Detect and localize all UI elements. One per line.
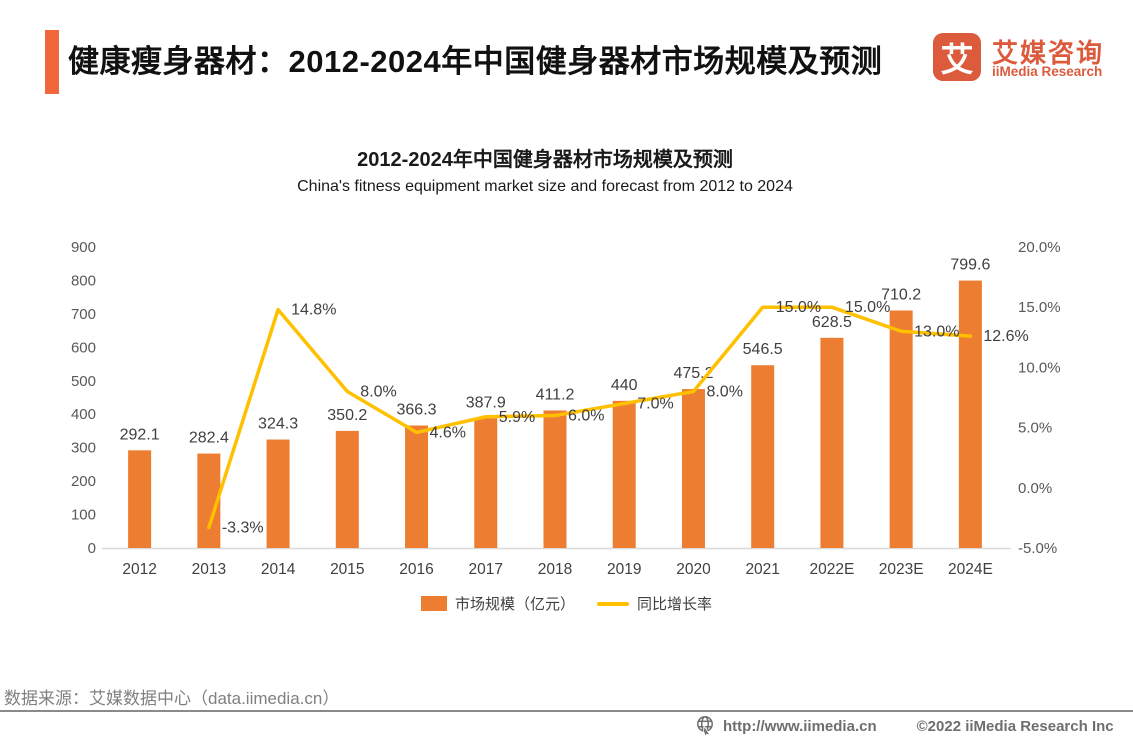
- bar-value-label: 366.3: [397, 401, 437, 418]
- legend-bar-label: 市场规模（亿元）: [454, 596, 575, 613]
- chart-legend: 市场规模（亿元） 同比增长率: [0, 593, 1133, 614]
- x-axis-label: 2017: [469, 561, 503, 578]
- bar-value-label: 628.5: [812, 314, 852, 331]
- left-axis-tick: 200: [71, 473, 96, 490]
- left-axis-tick: 600: [71, 339, 96, 356]
- data-source-note: 数据来源：艾媒数据中心（data.iimedia.cn）: [4, 689, 340, 708]
- right-axis-tick: 15.0%: [1018, 299, 1061, 316]
- right-axis-tick: 10.0%: [1018, 359, 1061, 376]
- right-axis-tick: -5.0%: [1018, 540, 1057, 557]
- footer-info: http://www.iimedia.cn ©2022 iiMedia Rese…: [695, 715, 1114, 737]
- market-size-chart: 0 100 200 300 400 500 600 700 800 900 -5.0% 0.0% 5.0…: [71, 239, 1061, 578]
- bar-2012: [128, 450, 152, 548]
- bar-value-label: 799.6: [950, 257, 990, 274]
- iimedia-logo-icon: 艾: [933, 33, 981, 81]
- bar-2024E: [958, 280, 982, 548]
- x-axis-label: 2023E: [879, 561, 924, 578]
- bar-2013: [197, 453, 221, 548]
- x-axis-label: 2018: [538, 561, 572, 578]
- left-axis-tick: 800: [71, 272, 96, 289]
- x-axis-label: 2019: [607, 561, 641, 578]
- x-axis-label: 2021: [745, 561, 779, 578]
- bar-value-label: 292.1: [120, 426, 160, 443]
- x-axis-label: 2014: [261, 561, 296, 578]
- left-axis-tick: 700: [71, 306, 96, 323]
- logo-name-en: iiMedia Research: [992, 64, 1103, 79]
- x-axis-label: 2013: [192, 561, 226, 578]
- x-axis-label: 2012: [122, 561, 156, 578]
- bar-value-label: 546.5: [743, 341, 783, 358]
- line-value-label: 14.8%: [291, 302, 336, 319]
- bar-value-label: 411.2: [536, 386, 575, 403]
- chart-title: 2012-2024年中国健身器材市场规模及预测: [357, 149, 733, 171]
- logo-name-cn: 艾媒咨询: [992, 38, 1105, 68]
- copyright-text: ©2022 iiMedia Research Inc: [916, 717, 1114, 735]
- line-value-label: 15.0%: [845, 299, 890, 316]
- legend-bar-swatch: [420, 596, 447, 611]
- bar-value-label: 350.2: [327, 407, 367, 424]
- line-value-label: 4.6%: [430, 424, 466, 441]
- legend-line-swatch: [597, 601, 629, 606]
- bar-value-label: 324.3: [258, 416, 298, 433]
- growth-rate-line: [207, 305, 973, 530]
- bar-2016: [405, 425, 429, 548]
- left-axis-tick: 100: [71, 507, 96, 524]
- legend-item-growth-rate: 同比增长率: [597, 593, 712, 614]
- bar-2023E: [889, 310, 913, 548]
- line-value-label: 5.9%: [499, 409, 535, 426]
- right-axis-tick: 5.0%: [1018, 420, 1052, 437]
- bar-value-label: 387.9: [466, 394, 506, 411]
- bar-2020: [681, 389, 705, 548]
- left-axis-tick: 0: [88, 540, 96, 557]
- legend-item-market-size: 市场规模（亿元）: [420, 593, 575, 614]
- globe-cursor-icon: [697, 716, 713, 737]
- x-axis-label: 2020: [676, 561, 711, 578]
- bar-2017: [474, 418, 498, 548]
- chart-subtitle: China's fitness equipment market size an…: [297, 178, 793, 195]
- bar-value-label: 440: [611, 377, 638, 394]
- left-axis-tick: 500: [71, 373, 96, 390]
- left-axis-tick: 300: [71, 440, 96, 457]
- footer-divider-line: [0, 710, 1133, 712]
- left-axis-tick: 900: [71, 239, 96, 256]
- website-link[interactable]: http://www.iimedia.cn: [723, 717, 877, 735]
- bar-2014: [266, 439, 290, 548]
- header-accent-bar: [45, 30, 59, 94]
- line-value-label: -3.3%: [222, 520, 264, 537]
- iimedia-logo: 艾 艾媒咨询 iiMedia Research: [933, 32, 1115, 84]
- x-axis-label: 2016: [399, 561, 433, 578]
- right-axis-tick: 0.0%: [1018, 480, 1052, 497]
- line-value-label: 8.0%: [360, 383, 396, 400]
- page-title: 健康瘦身器材：2012-2024年中国健身器材市场规模及预测: [68, 44, 883, 79]
- bar-2019: [612, 400, 636, 548]
- right-axis-tick: 20.0%: [1018, 239, 1061, 256]
- line-value-label: 13.0%: [914, 323, 959, 340]
- line-value-label: 7.0%: [637, 396, 673, 413]
- bar-value-label: 710.2: [881, 286, 921, 303]
- bar-2022E: [820, 337, 844, 548]
- bar-2018: [543, 410, 567, 548]
- line-value-label: 15.0%: [776, 299, 821, 316]
- legend-line-label: 同比增长率: [637, 596, 713, 613]
- line-value-label: 8.0%: [706, 383, 742, 400]
- line-value-label: 6.0%: [568, 408, 604, 425]
- x-axis-label: 2015: [330, 561, 364, 578]
- line-value-label: 12.6%: [983, 328, 1028, 345]
- x-axis-label: 2024E: [948, 561, 993, 578]
- left-axis-tick: 400: [71, 406, 96, 423]
- bar-2021: [751, 365, 775, 548]
- bar-2015: [335, 430, 359, 548]
- bar-value-label: 282.4: [189, 430, 229, 447]
- x-axis-label: 2022E: [810, 561, 855, 578]
